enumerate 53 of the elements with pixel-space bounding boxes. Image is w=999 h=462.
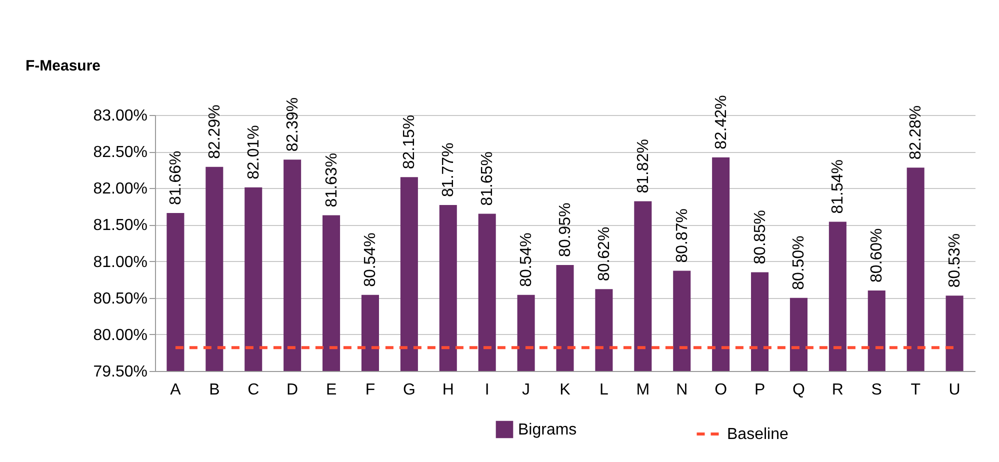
y-tick-label: 81.00% — [93, 254, 148, 271]
y-axis-title: F-Measure — [26, 58, 101, 74]
x-tick-label: P — [754, 382, 766, 398]
data-label: 82.39% — [284, 97, 302, 152]
data-label: 81.66% — [167, 150, 184, 206]
x-tick-label: D — [286, 382, 298, 398]
y-tick-label: 82.00% — [93, 180, 148, 198]
data-label: 81.65% — [479, 151, 496, 206]
data-label: 80.53% — [946, 233, 964, 288]
data-label: 80.85% — [752, 210, 769, 264]
x-tick-label: S — [871, 382, 882, 398]
y-tick-label: 79.50% — [93, 364, 148, 380]
data-label: 82.01% — [245, 125, 262, 180]
data-label: 82.28% — [908, 105, 925, 160]
y-tick-label: 80.00% — [93, 326, 148, 344]
x-tick-label: E — [326, 382, 337, 398]
x-tick-label: C — [248, 382, 260, 398]
data-label: 82.15% — [401, 114, 418, 170]
x-tick-label: K — [560, 382, 571, 398]
data-label: 81.54% — [830, 160, 847, 214]
x-tick-label: B — [209, 382, 220, 398]
x-tick-label: L — [600, 382, 608, 398]
data-label: 80.54% — [362, 232, 380, 287]
y-tick-label: 82.50% — [93, 144, 148, 162]
data-label: 81.77% — [440, 142, 458, 197]
x-tick-label: Q — [792, 382, 805, 398]
legend-label: Bigrams — [518, 422, 577, 438]
data-label: 80.60% — [868, 228, 886, 283]
x-tick-label: H — [442, 382, 454, 398]
data-label: 80.50% — [790, 236, 808, 290]
data-label: 82.42% — [712, 95, 730, 150]
data-label: 80.62% — [596, 226, 613, 282]
x-tick-label: G — [402, 382, 416, 398]
x-tick-label: U — [948, 382, 960, 398]
x-tick-label: M — [636, 382, 650, 398]
x-tick-label: T — [910, 382, 921, 398]
x-tick-label: I — [484, 382, 490, 398]
x-tick-label: F — [365, 382, 376, 398]
x-tick-label: O — [714, 382, 728, 398]
data-label: 80.95% — [557, 202, 574, 257]
x-tick-label: A — [170, 382, 182, 398]
data-label: 81.82% — [634, 139, 652, 194]
x-tick-label: R — [832, 382, 844, 398]
legend-label: Baseline — [727, 426, 788, 443]
y-tick-label: 83.00% — [93, 108, 148, 124]
x-tick-label: N — [676, 382, 688, 398]
data-label: 80.54% — [518, 232, 536, 287]
data-label: 82.29% — [206, 104, 224, 159]
x-tick-label: J — [522, 382, 530, 398]
y-tick-label: 80.50% — [93, 290, 148, 308]
data-label: 80.87% — [674, 208, 691, 263]
data-label: 81.63% — [323, 152, 340, 208]
y-tick-label: 81.50% — [93, 217, 148, 234]
